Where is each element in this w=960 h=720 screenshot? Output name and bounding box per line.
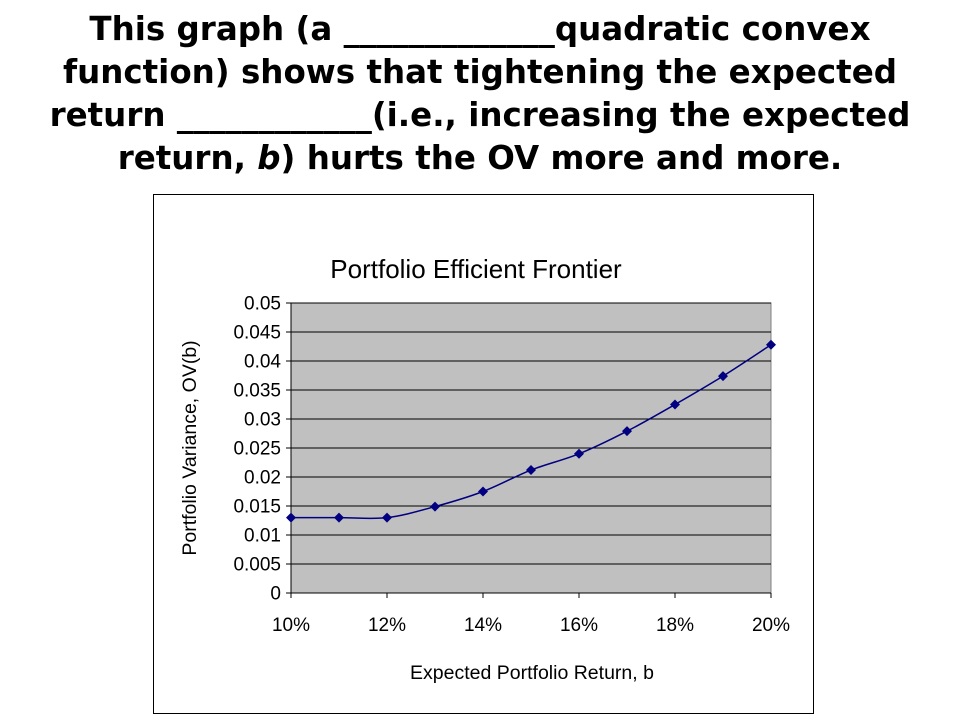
data-point-marker <box>766 339 776 350</box>
data-point-marker <box>382 512 392 523</box>
data-point-marker <box>574 448 584 459</box>
x-tick-label: 18% <box>656 615 694 636</box>
title-line-4: return, b) hurts the OV more and more. <box>10 137 950 180</box>
title-blank: _____________ <box>343 10 555 48</box>
y-tick-label: 0.035 <box>233 381 281 402</box>
data-point-marker <box>718 371 728 382</box>
y-tick-label: 0.02 <box>244 468 281 489</box>
x-axis-label: Expected Portfolio Return, b <box>410 662 654 684</box>
title-line-2: function) shows that tightening the expe… <box>62 53 898 91</box>
y-tick-label: 0 <box>270 584 281 605</box>
x-tick-label: 12% <box>368 615 406 636</box>
y-axis-label: Portfolio Variance, OV(b) <box>179 340 201 555</box>
x-tick-label: 10% <box>272 615 310 636</box>
title-text: This graph (a <box>89 10 344 48</box>
title-text: (i.e., increasing the expected <box>371 96 911 134</box>
data-point-marker <box>430 501 440 512</box>
y-tick-label: 0.045 <box>233 323 281 344</box>
y-tick-label: 0.05 <box>244 294 281 315</box>
y-tick-label: 0.025 <box>233 439 281 460</box>
y-tick-label: 0.03 <box>244 410 281 431</box>
chart-title: Portfolio Efficient Frontier <box>330 254 622 284</box>
title-text: quadratic convex <box>554 10 871 48</box>
title-line-3: return ____________(i.e., increasing the… <box>10 94 950 137</box>
x-tick-label: 16% <box>560 615 598 636</box>
x-tick-label: 20% <box>752 615 790 636</box>
chart-frame: Portfolio Efficient Frontier 0 0.005 0.01 0… <box>153 194 814 714</box>
gridlines <box>291 302 771 565</box>
data-point-marker <box>478 486 488 497</box>
title-text: ) hurts the OV more and more. <box>280 139 843 177</box>
title-italic-variable: b <box>257 139 281 177</box>
title-text: return, <box>117 139 258 177</box>
data-point-marker <box>334 512 344 523</box>
efficient-frontier-chart: Portfolio Efficient Frontier 00.0050.010… <box>179 254 790 684</box>
title-text: return <box>49 96 177 134</box>
x-tick-label: 14% <box>464 615 502 636</box>
data-point-marker <box>526 465 536 476</box>
series-group <box>286 339 776 523</box>
title-blank: ____________ <box>176 96 372 134</box>
data-point-marker <box>622 426 632 437</box>
y-tick-label: 0.04 <box>244 352 281 373</box>
y-axis-ticks: 0 0.005 0.01 0.015 0.02 0.025 0.03 0.035 0.04 0.0… <box>233 294 291 605</box>
y-tick-label: 0.015 <box>233 497 281 518</box>
data-point-marker <box>286 512 296 523</box>
title-line-1: This graph (a _____________quadratic con… <box>10 8 950 51</box>
y-tick-label: 0.005 <box>233 555 281 576</box>
y-tick-label: 0.01 <box>244 526 281 547</box>
data-point-marker <box>670 399 680 410</box>
x-axis-ticks: 10% 12% 14% 16% 18% 20% <box>272 593 790 636</box>
slide-title: This graph (a _____________quadratic con… <box>10 8 950 180</box>
